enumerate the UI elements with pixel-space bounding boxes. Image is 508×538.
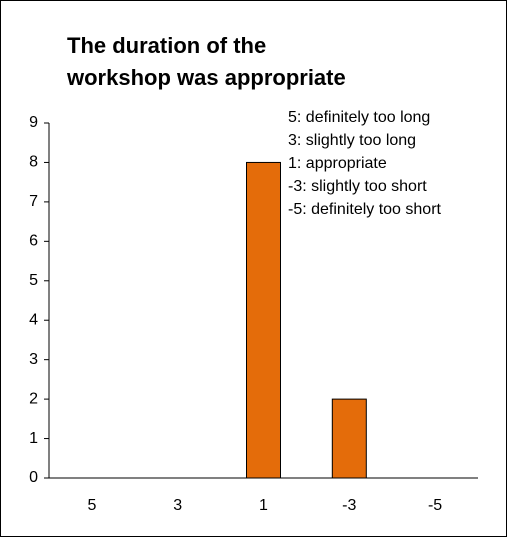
x-tick-label: -5: [428, 497, 442, 514]
annotation: 1: appropriate: [288, 155, 387, 172]
y-tick-label: 8: [29, 154, 38, 171]
bar: [331, 398, 367, 479]
x-tick-label: 5: [87, 497, 96, 514]
annotation: 3: slightly too long: [288, 132, 416, 149]
annotation: -5: definitely too short: [288, 201, 442, 218]
y-tick-label: 3: [29, 351, 38, 368]
y-tick-label: 9: [29, 114, 38, 131]
annotation: 5: definitely too long: [288, 109, 430, 126]
x-tick-label: -3: [342, 497, 356, 514]
y-tick-label: 7: [29, 193, 38, 210]
y-tick-label: 0: [29, 469, 38, 486]
chart-title: The duration of the workshop was appropr…: [67, 33, 346, 90]
y-tick-label: 6: [29, 233, 38, 250]
x-tick-label: 1: [259, 497, 268, 514]
y-tick-label: 4: [29, 311, 38, 328]
annotation: -3: slightly too short: [288, 178, 427, 195]
y-tick-label: 5: [29, 272, 38, 289]
y-tick-label: 2: [29, 390, 38, 407]
y-tick-label: 1: [29, 430, 38, 447]
bar: [246, 161, 281, 479]
x-tick-label: 3: [173, 497, 182, 514]
